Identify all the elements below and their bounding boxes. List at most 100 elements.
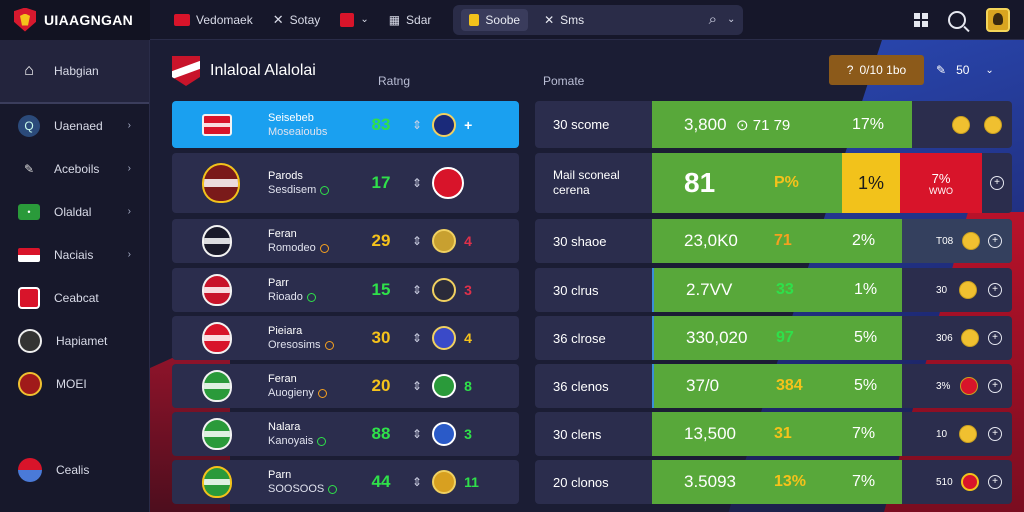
sidebar-item-4[interactable]: • Olaldal › (0, 190, 149, 233)
stats-bar: 23,0K0 71 2% (652, 219, 902, 263)
emoji-icon[interactable] (961, 232, 980, 250)
team-info: Nalara Kanoyais (268, 420, 360, 448)
swap-icon[interactable]: ⇕ (412, 283, 423, 297)
search-icon[interactable]: ⌕ (708, 11, 718, 28)
stats-row[interactable]: 30 shaoe 23,0K0 71 2% T08 + (535, 219, 1012, 263)
league-header: Inlaloal Alalolai (172, 56, 316, 86)
emoji-icon[interactable] (958, 425, 977, 443)
status-dot-icon (324, 340, 334, 350)
table-row[interactable]: Seisebeb Moseaioubs 83 ⇕ + (172, 101, 519, 148)
emoji-icon[interactable] (958, 281, 977, 299)
top-nav-item-4[interactable]: ▦ Sdar (389, 13, 432, 27)
table-row[interactable]: Feran Romodeo 29 ⇕ 4 (172, 219, 519, 263)
stats-percent: 5% (854, 377, 878, 394)
sidebar-item-home[interactable]: ⌂ Habgian (0, 40, 149, 104)
club-crest-icon[interactable] (961, 473, 980, 491)
add-icon[interactable]: + (988, 331, 1002, 345)
sidebar-item-5[interactable]: Naciais › (0, 233, 149, 276)
table-row[interactable]: Nalara Kanoyais 88 ⇕ 3 (172, 412, 519, 456)
team-subtitle: Rioado (268, 291, 303, 303)
team-rank: 3 (464, 426, 472, 442)
swap-icon[interactable]: ⇕ (412, 427, 423, 441)
stats-row[interactable]: 30 clens 13,500 31 7% 10 + (535, 412, 1012, 456)
add-icon[interactable]: + (988, 427, 1002, 441)
emoji-icon[interactable] (961, 329, 980, 347)
filter-chip[interactable]: Soobe (461, 8, 529, 31)
top-nav-item-1[interactable]: Vedomaek (174, 13, 253, 27)
add-icon[interactable]: + (988, 475, 1002, 489)
sidebar-item-label: Naciais (54, 247, 94, 262)
sidebar-item-6[interactable]: Ceabcat (0, 276, 149, 319)
swap-icon[interactable]: ⇕ (412, 475, 423, 489)
brand[interactable]: UIAAGNGAN (0, 0, 150, 40)
swap-icon[interactable]: ⇕ (412, 379, 423, 393)
grid-icon[interactable] (914, 12, 928, 27)
stats-value: 81 (684, 167, 716, 198)
add-icon[interactable]: + (987, 379, 1002, 393)
swap-icon[interactable]: ⇕ (412, 176, 423, 190)
avatar[interactable] (986, 7, 1010, 32)
club-crest-icon (202, 225, 232, 257)
team-rank: 3 (464, 282, 472, 298)
sidebar-item-3[interactable]: ✎ Aceboils › (0, 147, 149, 190)
team-rating: 44 (371, 472, 391, 491)
add-icon[interactable]: + (987, 234, 1002, 248)
stats-bar: 330,020 97 5% (652, 316, 902, 360)
sidebar-item-8[interactable]: MOEI (0, 362, 149, 405)
swap-icon[interactable]: ⇕ (412, 331, 423, 345)
stats-bar: 3,800 ⊙ 71 79 17% (652, 101, 912, 148)
table-row[interactable]: Parn SOOSOOS 44 ⇕ 11 (172, 460, 519, 504)
team-name: Parr (268, 277, 289, 289)
stats-mid: 31 (774, 425, 792, 442)
sidebar-item-label: Cealis (56, 462, 90, 477)
team-subtitle: Romodeo (268, 242, 316, 254)
search-bar[interactable]: Soobe ✕ Sms ⌕ ⌄ (453, 4, 744, 35)
top-nav-item-3[interactable]: ⌄ (340, 12, 369, 27)
stats-tail: T08 + (902, 219, 1012, 263)
add-icon[interactable]: + (988, 283, 1002, 297)
sidebar-item-label: Aceboils (54, 161, 100, 176)
stats-bar: 81 P% (652, 153, 842, 213)
stats-mid: 384 (776, 377, 803, 394)
emoji-icon[interactable] (984, 115, 1002, 134)
stats-bar: 13,500 31 7% (652, 412, 902, 456)
add-icon[interactable]: + (990, 176, 1004, 190)
sidebar-item-label: Uaenaed (54, 118, 103, 133)
stats-bar: 3.5093 13% 7% (652, 460, 902, 504)
filter-button[interactable]: ? 0/10 1bo (829, 55, 924, 85)
stats-row[interactable]: 36 clenos 37/0 384 5% 3% + (535, 364, 1012, 408)
stats-row[interactable]: 30 clrus 2.7VV 33 1% 30 + (535, 268, 1012, 312)
emoji-icon[interactable] (952, 115, 970, 134)
swap-icon[interactable]: ⇕ (412, 117, 423, 132)
search-icon[interactable] (948, 10, 966, 29)
team-name: Parods (268, 170, 303, 182)
sidebar-item-7[interactable]: Hapiamet (0, 319, 149, 362)
stats-percent: 17% (852, 115, 885, 133)
team-rating: 17 (371, 173, 391, 192)
table-row[interactable]: Parr Rioado 15 ⇕ 3 (172, 268, 519, 312)
emoji-icon[interactable] (960, 377, 979, 395)
column-header-pomate[interactable]: Pomate (543, 74, 585, 88)
stats-row[interactable]: 36 clrose 330,020 97 5% 306 + (535, 316, 1012, 360)
stats-tail-bottom: WWO (929, 185, 953, 196)
sort-dropdown[interactable]: ✎ 50 ⌄ (930, 55, 1010, 85)
swap-icon[interactable]: ⇕ (412, 234, 423, 248)
stats-tail-value: 30 (936, 284, 948, 296)
club-crest-icon (202, 466, 232, 498)
opponent-crest-icon (432, 374, 457, 398)
table-row[interactable]: Parods Sesdisem 17 ⇕ (172, 153, 519, 213)
sidebar-item-9[interactable]: Cealis (0, 448, 149, 491)
table-row[interactable]: Feran Auogieny 20 ⇕ 8 (172, 364, 519, 408)
table-row[interactable]: Pieiara Oresosims 30 ⇕ 4 (172, 316, 519, 360)
stats-row[interactable]: 30 scome 3,800 ⊙ 71 79 17% (535, 101, 1012, 148)
chevron-down-icon[interactable]: ⌄ (727, 14, 736, 25)
top-nav-item-2[interactable]: ✕ Sotay (273, 12, 321, 28)
stats-danger-cell: 7% WWO (900, 153, 982, 213)
tools-icon: ✕ (544, 12, 555, 27)
filter-chip[interactable]: ✕ Sms (536, 9, 592, 31)
club-crest-icon (202, 322, 232, 354)
sidebar-item-2[interactable]: Q Uaenaed › (0, 104, 149, 147)
stats-row[interactable]: 20 clonos 3.5093 13% 7% 510 + (535, 460, 1012, 504)
stats-row[interactable]: Mail sconeal cerena 81 P% 1% 7% WWO + (535, 153, 1012, 213)
column-header-rating[interactable]: Ratng (378, 74, 411, 88)
